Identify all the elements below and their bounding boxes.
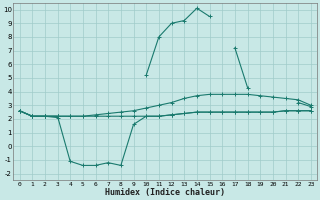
X-axis label: Humidex (Indice chaleur): Humidex (Indice chaleur) bbox=[105, 188, 225, 197]
